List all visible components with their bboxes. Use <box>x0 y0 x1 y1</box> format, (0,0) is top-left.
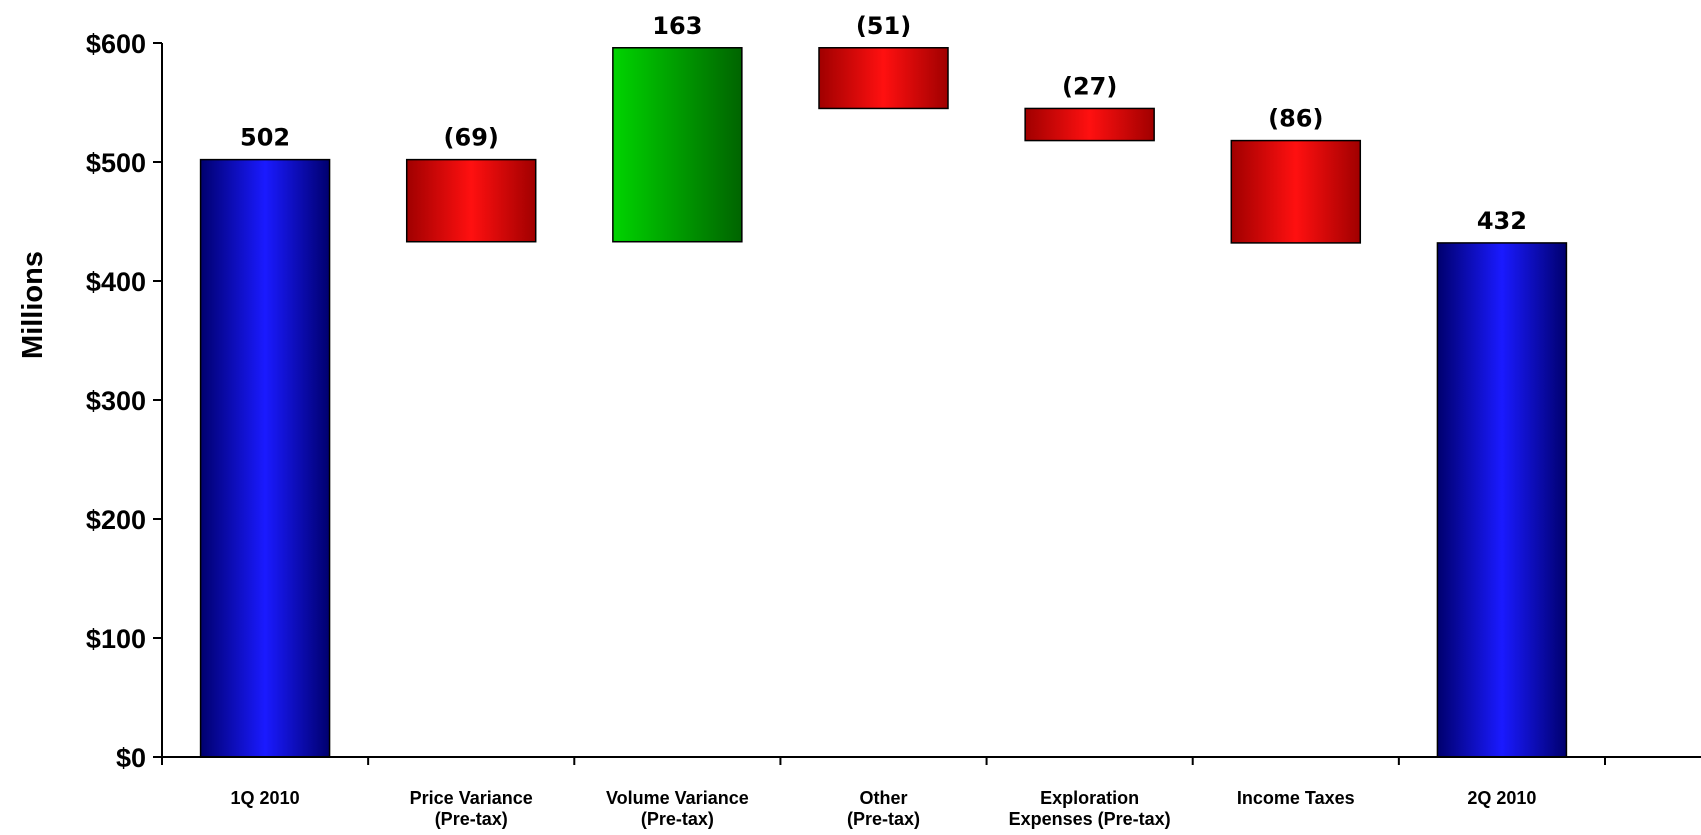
x-category-label: 2Q 2010 <box>1467 788 1536 808</box>
bar-value-label: (51) <box>856 12 911 40</box>
y-axis: $0 $100 $200 $300 $400 $500 $600 <box>86 29 163 773</box>
x-category-label: Income Taxes <box>1237 788 1355 808</box>
x-axis: 1Q 2010 Price Variance (Pre-tax) Volume Var… <box>161 756 1701 829</box>
x-category-label: Volume Variance (Pre-tax) <box>606 788 749 829</box>
bar-value-label: (27) <box>1062 72 1117 100</box>
x-category-label: Exploration Expenses (Pre-tax) <box>1009 788 1171 829</box>
bar-value-label: 502 <box>240 124 290 152</box>
bar-decrease <box>1230 139 1362 244</box>
x-category-label: 1Q 2010 <box>231 788 300 808</box>
y-tick-label: $300 <box>86 386 146 416</box>
bar-increase <box>612 47 743 243</box>
y-tick-label: $200 <box>86 505 146 535</box>
bar-value-label: (86) <box>1268 105 1323 133</box>
bars-group: 502 (69) 163 (51) (27) (86) 432 <box>199 12 1568 758</box>
y-tick-label: $0 <box>116 743 146 773</box>
y-axis-title: Millions <box>17 251 49 359</box>
bar-decrease <box>818 47 949 110</box>
x-category-label: Price Variance (Pre-tax) <box>410 788 533 829</box>
bar-total <box>1436 242 1568 758</box>
bar-value-label: 163 <box>652 12 702 40</box>
bar-value-label: 432 <box>1477 207 1527 235</box>
y-tick-label: $400 <box>86 267 146 297</box>
bar-value-label: (69) <box>444 124 499 152</box>
bar-decrease <box>405 158 537 243</box>
y-tick-label: $100 <box>86 624 146 654</box>
bar-decrease <box>1024 107 1155 142</box>
x-category-label: Other (Pre-tax) <box>847 788 920 829</box>
y-tick-label: $500 <box>86 148 146 178</box>
bar-total <box>199 158 331 758</box>
y-tick-label: $600 <box>86 29 146 59</box>
